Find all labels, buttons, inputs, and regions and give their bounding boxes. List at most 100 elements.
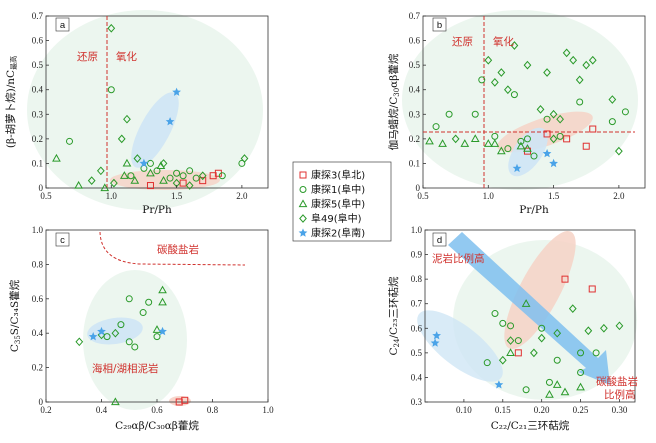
- panel-a-kt5-point-8: [159, 176, 168, 184]
- panel-b-kt5-point-0: [425, 136, 434, 145]
- panel-c-xtick-2: 0.6: [151, 405, 163, 415]
- panel-b-ticks: 0.5 1.0 1.5 2.0 0 0.1 0.2 0.3 0.4 0.5 0.6 0.7: [409, 11, 625, 201]
- panel-a-ylabel: (β-胡萝卜烷)/nC最高: [4, 56, 18, 148]
- panel-d-xtick-1: 0.15: [495, 405, 511, 415]
- panel-d-f49-point-2: [553, 328, 562, 338]
- panel-a-points: [52, 23, 249, 192]
- legend-label-f49: 阜49(阜中): [311, 212, 362, 225]
- panel-c-f49-point-2: [111, 328, 120, 338]
- panel-d-kt1-point-4: [553, 356, 561, 364]
- panel-a-ytick-4: 0.4: [32, 85, 44, 95]
- panel-b-xtick-3: 2.0: [613, 191, 625, 201]
- panel-b-ytick-1: 0.1: [409, 158, 420, 168]
- panel-a-f49-point-0: [107, 23, 116, 33]
- panel-c-f49-point-0: [75, 337, 84, 347]
- panel-a-kt2-point-1: [165, 117, 175, 126]
- panel-b: 0.5 1.0 1.5 2.000.10.20.30.40.50.60.7 b 还原 …: [387, 10, 646, 216]
- panel-d-label: d: [437, 235, 442, 246]
- panel-b-f49-point-4: [504, 85, 512, 95]
- legend-label-kt5: 康探5(阜中): [311, 198, 365, 211]
- panel-b-kt5-point-8: [523, 144, 532, 152]
- panel-a-ytick-5: 0.5: [32, 60, 44, 70]
- panel-b-f49-point-17: [549, 134, 558, 144]
- panel-c-points: [75, 285, 189, 406]
- panel-d-kt3-point-0: [561, 275, 569, 283]
- panel-d-ytick-2: 0.5: [411, 348, 423, 358]
- panel-a-f49-point-4: [117, 134, 126, 144]
- panel-b-f49-point-1: [497, 68, 506, 77]
- panel-c-kt5-point-3: [111, 397, 120, 406]
- panel-b-kt1-point-2: [445, 110, 453, 118]
- panel-c-ytick-5: 1.0: [32, 225, 44, 235]
- panel-a-f49-point-5: [123, 114, 131, 124]
- panel-d-annotation-mud: 泥岩比例高: [432, 252, 485, 265]
- panel-c-kt1-point-4: [153, 333, 161, 341]
- panel-a-f49-point-10: [198, 171, 207, 181]
- panel-d-f49-point-6: [615, 321, 624, 331]
- panel-b-f49-point-3: [490, 77, 499, 87]
- panel-b-kt5-point-7: [516, 141, 526, 150]
- panel-b-f49-point-15: [608, 95, 617, 104]
- panel-a-ytick-6: 0.6: [32, 36, 44, 46]
- panel-b-kt3-point-3: [582, 142, 590, 150]
- panel-a-kt1-point-1: [107, 86, 115, 94]
- panel-b-kt1-point-10: [576, 98, 584, 106]
- panel-c-label: c: [60, 235, 65, 246]
- panel-b-kt5-point-6: [496, 146, 506, 155]
- panel-c-xtick-0: 0.2: [40, 405, 51, 415]
- panel-d-xtick-2: 0.20: [534, 405, 550, 415]
- panel-a-xtick-1: 1.0: [106, 191, 118, 201]
- panel-b-kt3-point-1: [543, 130, 551, 138]
- panel-b-kt2-point-1: [542, 149, 552, 158]
- panel-a-kt3-point-3: [209, 172, 217, 180]
- panel-d-kt1-point-0: [491, 310, 499, 318]
- panel-c-ytick-3: 0.6: [32, 294, 44, 304]
- legend-items: 康探3(阜北)康探1(阜中) 康探5(阜中)阜49(阜中) 康探2(阜南): [298, 169, 365, 240]
- panel-b-kt1-point-0: [478, 76, 486, 84]
- panel-d-kt1-point-11: [545, 378, 553, 386]
- panel-a-label: a: [60, 20, 66, 31]
- panel-b-f49-point-0: [484, 55, 493, 65]
- panel-b-f49-point-11: [569, 55, 578, 65]
- panel-c-kt1-point-0: [103, 333, 111, 341]
- panel-a-f49-point-9: [185, 181, 194, 190]
- panel-d-kt1-point-8: [483, 359, 491, 367]
- panel-d-f49-point-4: [584, 326, 593, 336]
- panel-b-kt5-point-3: [470, 134, 480, 142]
- panel-d-kt1-point-9: [577, 349, 585, 357]
- panel-b-annotation-oxid: 氧化: [493, 35, 514, 48]
- panel-a-ytick-2: 0.2: [32, 134, 43, 144]
- panel-b-kt5-point-4: [483, 139, 493, 147]
- panel-a-kt2-point-2: [172, 87, 181, 96]
- panel-c-kt1-point-2: [125, 295, 133, 303]
- panel-d-ytick-4: 0.7: [411, 299, 423, 309]
- panel-a-xlabel: Pr/Ph: [142, 204, 172, 216]
- panel-b-annotation-reduce: 还原: [452, 36, 473, 48]
- panel-b-kt1-point-7: [530, 152, 538, 160]
- panel-b-kt5-point-1: [438, 139, 447, 147]
- panel-a-kt1-point-12: [218, 172, 226, 180]
- panel-b-f49-point-13: [582, 60, 591, 70]
- panel-b-kt1-point-13: [510, 91, 518, 99]
- legend-label-kt1: 康探1(阜中): [311, 183, 365, 196]
- panel-d: 0.10 0.15 0.20 0.25 0.30 0.3 0.4 0.5 0.6 0.7 0.8 0.…: [387, 225, 638, 432]
- panel-b-f49-point-8: [549, 109, 558, 119]
- panel-d-kt1-point-5: [577, 369, 585, 377]
- panel-a-kt1-point-9: [186, 167, 194, 175]
- panel-b-label: b: [437, 20, 442, 31]
- panel-a-kt1-point-7: [173, 169, 181, 177]
- panel-a-kt5-point-1: [74, 180, 84, 189]
- panel-a-kt5-point-2: [100, 183, 110, 192]
- panel-b-f49-point-14: [588, 55, 597, 65]
- panel-b-f49-point-5: [523, 60, 532, 70]
- panel-b-kt5-point-5: [490, 139, 500, 147]
- panel-a-kt1-point-11: [238, 159, 246, 167]
- panel-b-ytick-3: 0.3: [409, 109, 421, 119]
- panel-d-f49-point-3: [568, 304, 577, 313]
- panel-d-f49-point-0: [506, 336, 515, 345]
- panel-d-annotation-carb1: 碳酸盐岩: [596, 375, 638, 388]
- panel-a-kt1-point-4: [146, 159, 154, 167]
- panel-c-kt1-point-7: [131, 343, 139, 351]
- panel-b-xlabel: Pr/Ph: [519, 204, 549, 216]
- panel-b-kt3-point-4: [589, 125, 597, 133]
